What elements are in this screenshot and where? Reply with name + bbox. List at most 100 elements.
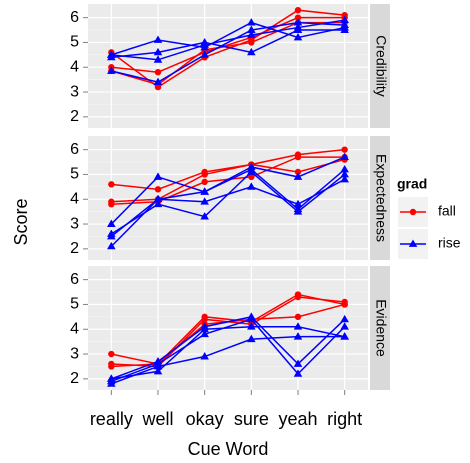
point: [248, 39, 255, 46]
y-tick-label: 4: [70, 190, 79, 207]
legend-label: rise: [438, 235, 461, 251]
point: [153, 47, 163, 56]
data-line: [111, 19, 345, 61]
point: [341, 301, 348, 308]
point: [408, 239, 418, 247]
point: [153, 77, 163, 86]
panel-background: [88, 136, 368, 260]
point: [247, 164, 256, 173]
point: [293, 199, 303, 208]
data-line: [111, 293, 345, 365]
point: [200, 324, 209, 333]
y-tick-label: 6: [70, 9, 79, 26]
point: [153, 194, 163, 203]
point: [294, 168, 302, 176]
y-tick-label: 6: [70, 141, 79, 158]
point: [293, 204, 303, 213]
y-tick-label: 3: [70, 345, 79, 362]
point: [200, 187, 209, 195]
data-line: [110, 168, 346, 238]
y-tick-label: 3: [70, 83, 79, 100]
point: [108, 363, 115, 370]
y-tick-label: 2: [70, 370, 79, 387]
data-line: [111, 158, 345, 191]
point: [247, 25, 256, 33]
data-line: [111, 318, 346, 383]
data-line: [111, 21, 345, 56]
strip-label: Expectedness: [373, 154, 389, 242]
point: [294, 7, 302, 14]
point: [294, 313, 302, 321]
point: [107, 231, 116, 240]
point: [341, 146, 348, 153]
point: [247, 322, 256, 330]
data-line: [111, 16, 345, 73]
point: [247, 182, 256, 190]
point: [293, 18, 303, 26]
x-tick-label: well: [141, 409, 173, 429]
point: [340, 314, 349, 323]
point: [293, 332, 303, 340]
point: [200, 329, 209, 338]
point: [293, 32, 303, 41]
point: [107, 66, 116, 74]
point: [340, 25, 349, 33]
y-tick-label: 6: [70, 271, 79, 288]
point: [340, 169, 349, 178]
point: [293, 322, 303, 330]
point: [154, 69, 162, 76]
y-tick-label: 4: [70, 58, 79, 75]
point: [153, 55, 163, 63]
point: [107, 219, 116, 227]
point: [247, 314, 256, 323]
point: [153, 172, 163, 180]
data-line: [111, 148, 345, 203]
point: [294, 14, 302, 21]
data-line: [111, 21, 345, 83]
y-tick-label: 4: [70, 320, 79, 337]
strip-label: Credibility: [373, 35, 389, 96]
y-tick-label: 2: [70, 240, 79, 257]
point: [201, 171, 208, 178]
y-tick-label: 3: [70, 215, 79, 232]
point: [247, 18, 256, 26]
point: [409, 208, 417, 216]
y-axis-label: Score: [11, 198, 31, 245]
x-tick-label: sure: [234, 409, 269, 429]
panel-background: [88, 4, 368, 128]
point: [294, 293, 302, 301]
point: [294, 153, 302, 161]
point: [340, 322, 349, 330]
y-tick-label: 5: [70, 34, 79, 51]
data-line: [111, 29, 345, 59]
legend-title: grad: [397, 176, 427, 192]
point: [107, 50, 116, 58]
point: [107, 241, 116, 250]
point: [154, 186, 162, 193]
point: [108, 201, 115, 208]
data-line: [111, 316, 346, 380]
point: [108, 181, 115, 188]
strip-label: Evidence: [373, 299, 389, 357]
data-line: [110, 9, 345, 88]
point: [153, 35, 163, 43]
point: [108, 350, 115, 358]
x-tick-label: okay: [186, 409, 224, 429]
point: [200, 40, 209, 48]
point: [340, 15, 349, 24]
data-line: [111, 335, 345, 385]
legend-label: fall: [438, 203, 456, 219]
point: [153, 359, 163, 367]
point: [247, 47, 256, 56]
x-tick-label: really: [90, 409, 133, 429]
point: [293, 23, 303, 31]
data-line: [110, 156, 345, 225]
point: [201, 316, 208, 323]
point: [107, 374, 116, 382]
point: [293, 172, 303, 180]
y-tick-label: 5: [70, 296, 79, 313]
x-tick-label: yeah: [278, 409, 317, 429]
y-tick-label: 2: [70, 108, 79, 125]
strip-background: [370, 136, 390, 260]
